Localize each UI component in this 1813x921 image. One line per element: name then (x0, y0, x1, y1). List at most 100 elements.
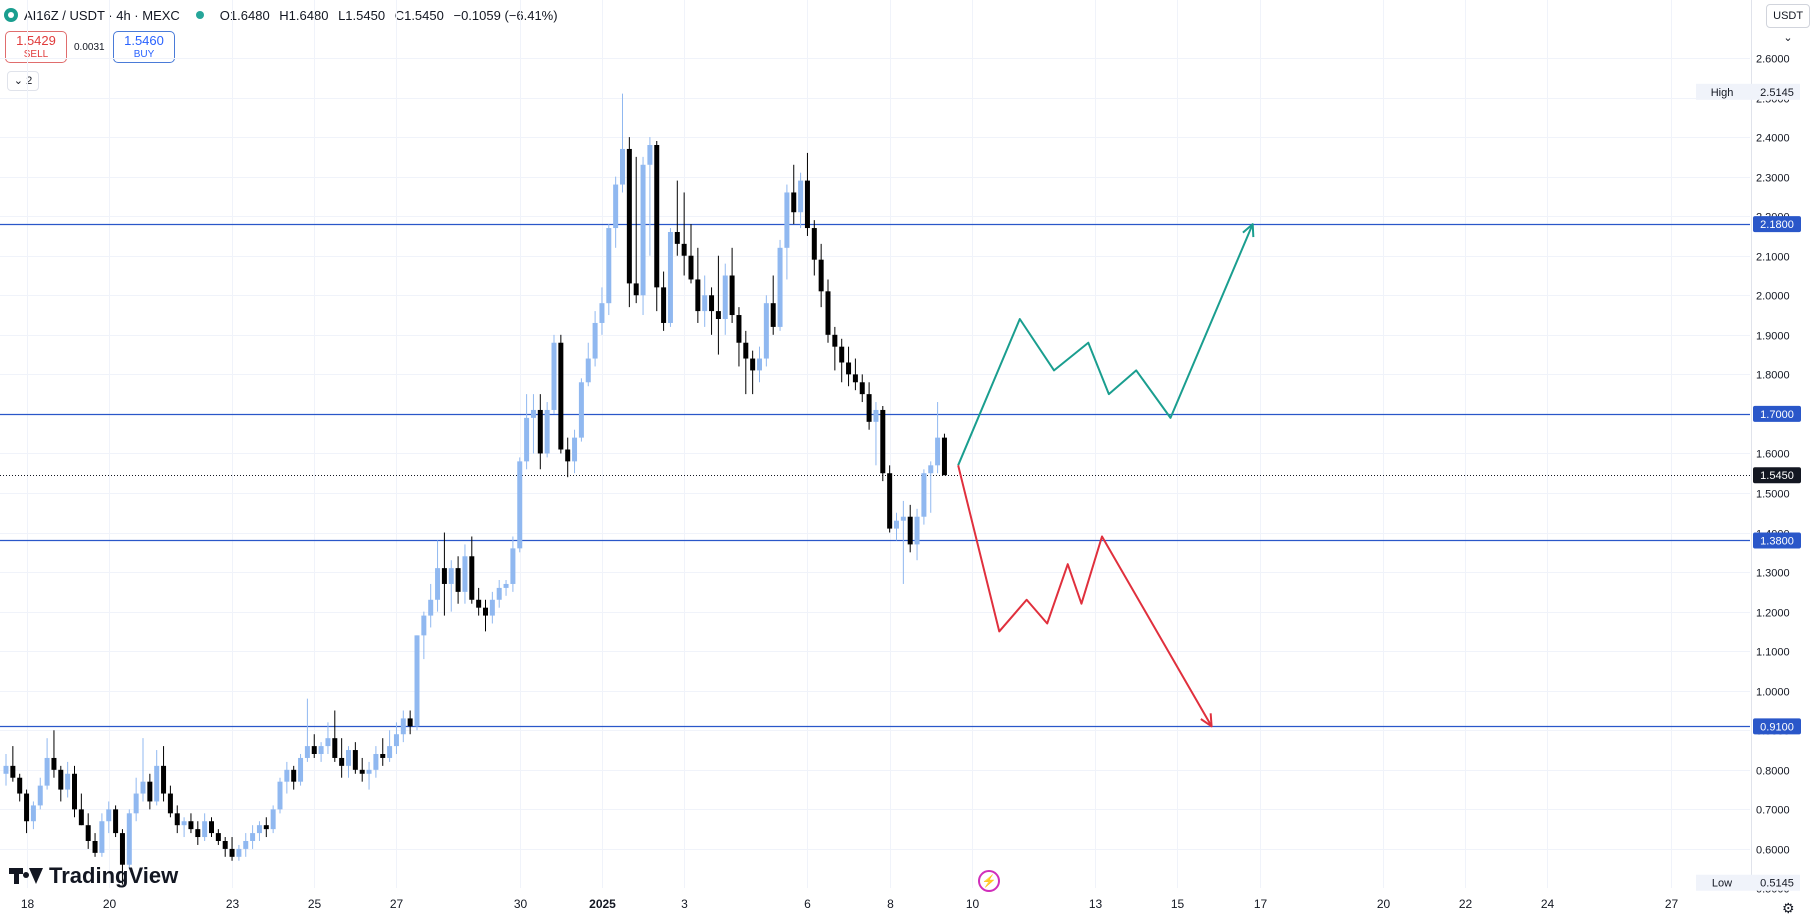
y-tick-label: 2.3000 (1756, 173, 1790, 185)
candle-body (195, 829, 201, 838)
candle-body (270, 809, 276, 830)
buy-label: BUY (133, 49, 155, 60)
y-tick-label: 2.6000 (1756, 54, 1790, 66)
candle-body (695, 279, 701, 312)
x-tick-label: 17 (1254, 897, 1268, 911)
candle-body (551, 342, 557, 410)
candle-body (263, 825, 269, 830)
level-price-tag-bg (1753, 718, 1801, 735)
candle-body (852, 374, 858, 383)
candle-body (900, 516, 906, 521)
candle-body (3, 765, 9, 774)
candle-body (106, 809, 112, 822)
buy-price: 1.5460 (124, 33, 164, 48)
price-tags: 2.1800 1.7000 1.3800 0.9100 1.5450 High 2.5145… (1696, 83, 1801, 891)
candle-body (78, 809, 84, 826)
candle-body (133, 793, 139, 814)
currency-selector[interactable]: USDT ⌄ (1766, 4, 1810, 44)
candle-body (709, 295, 715, 312)
candle-body (887, 473, 893, 529)
indicators-toggle-button[interactable]: ⌄ 2 (7, 71, 39, 91)
candle-body (366, 769, 372, 774)
y-tick-label: 1.8000 (1756, 370, 1790, 382)
candle-body (298, 757, 304, 782)
candle-body (154, 765, 160, 802)
candle-body (763, 303, 769, 359)
candle-body (448, 568, 454, 584)
candle-body (311, 746, 317, 754)
candle-body (736, 315, 742, 343)
last-price-tag-bg (1753, 467, 1801, 484)
candle-body (284, 769, 290, 782)
coin-logo-icon (4, 8, 18, 22)
candle-body (256, 825, 262, 834)
currency-label: USDT (1773, 10, 1803, 22)
x-tick-label: 20 (1377, 897, 1391, 911)
candle-body (647, 145, 653, 165)
candle-body (140, 781, 146, 794)
candle-body (715, 311, 721, 319)
candle-body (592, 322, 598, 359)
candle-body (181, 821, 187, 826)
candle-body (599, 303, 605, 323)
symbol-title[interactable]: AI16Z / USDT · 4h · MEXC (24, 7, 180, 23)
chevron-down-icon: ⌄ (1783, 32, 1793, 44)
candle-body (387, 746, 393, 758)
candle-body (318, 746, 324, 754)
high-marker-label: High (1711, 87, 1734, 99)
candle-body (72, 773, 77, 810)
candle-body (784, 192, 790, 248)
candle-body (757, 358, 762, 371)
gear-icon[interactable]: ⚙ (1782, 900, 1795, 916)
candle-body (380, 754, 386, 758)
low-marker-bg (1696, 874, 1800, 891)
candle-body (620, 148, 625, 185)
candle-body (606, 228, 612, 304)
candle-body (681, 243, 687, 256)
x-tick-label: 24 (1541, 897, 1555, 911)
y-tick-label: 1.2000 (1756, 608, 1790, 620)
sell-button[interactable]: 1.5429 SELL (5, 31, 67, 63)
candle-body (839, 346, 845, 363)
level-price-tag-bg (1753, 405, 1801, 422)
candle-body (209, 821, 214, 834)
candle-body (661, 287, 667, 323)
indicators-count: 2 (26, 75, 33, 87)
candle-body (455, 568, 461, 592)
y-tick-label: 0.6000 (1756, 845, 1790, 857)
candle-body (229, 848, 235, 857)
buy-button[interactable]: 1.5460 BUY (113, 31, 175, 63)
candle-body (435, 568, 441, 600)
candle-body (729, 275, 735, 316)
level-price-tag: 0.9100 (1760, 721, 1794, 733)
candle-body (846, 362, 852, 375)
candle-body (44, 757, 50, 786)
candle-body (626, 148, 632, 284)
chart-grid (0, 0, 1750, 888)
candle-body (462, 556, 468, 592)
candle-body (10, 765, 16, 778)
candle-body (517, 461, 523, 549)
candle-body (558, 342, 564, 450)
candle-body (58, 769, 64, 790)
x-tick-label: 18 (21, 897, 35, 911)
candle-body (818, 259, 824, 292)
ohlc-low: L1.5450 (338, 7, 386, 23)
candle-body (777, 247, 783, 327)
candle-body (907, 516, 913, 545)
candle-body (243, 841, 249, 849)
lightning-icon[interactable]: ⚡ (978, 870, 1000, 892)
candle-body (894, 520, 899, 529)
y-tick-label: 1.5000 (1756, 489, 1790, 501)
candle-body (613, 184, 619, 229)
candle-body (825, 291, 831, 335)
projection-arrowhead (1200, 713, 1213, 728)
green-dot-icon (195, 11, 204, 19)
candle-body (304, 746, 310, 758)
candle-body (92, 841, 98, 853)
candle-body (17, 777, 23, 794)
candlestick-series (3, 93, 947, 885)
y-tick-label: 0.7000 (1756, 805, 1790, 817)
level-price-tag: 1.7000 (1760, 409, 1794, 421)
